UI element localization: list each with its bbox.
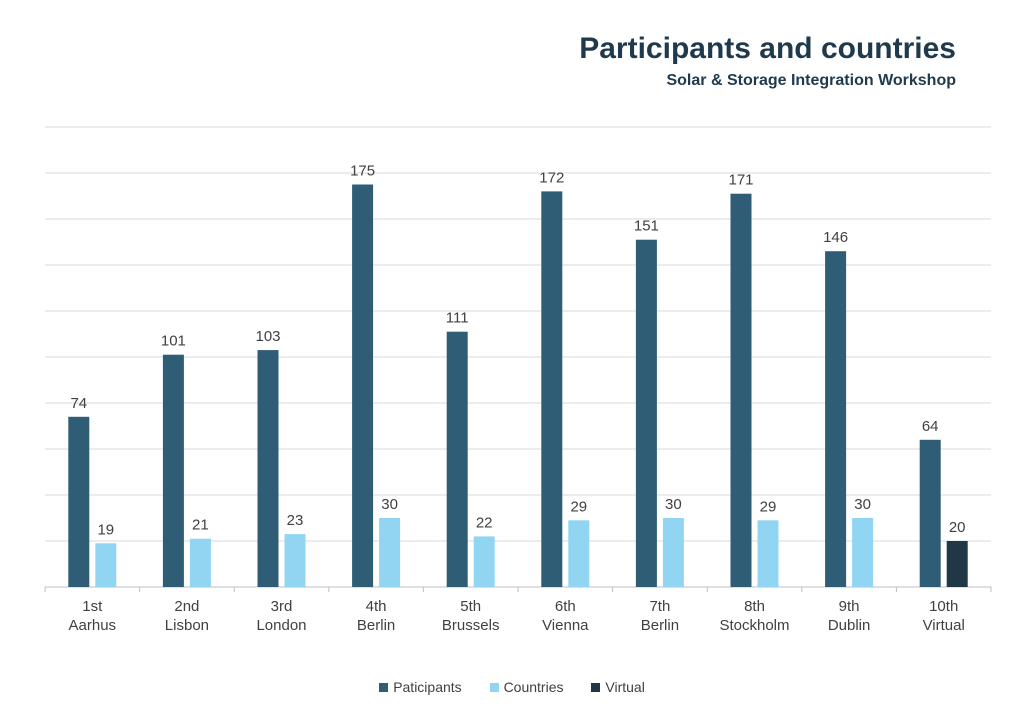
data-label-countries: 29 — [760, 498, 777, 515]
x-tick-label-number: 3rd — [271, 598, 293, 615]
legend-swatch-participants — [379, 683, 389, 692]
data-label-participants: 175 — [350, 163, 375, 180]
x-tick-label-number: 10th — [929, 598, 958, 615]
bar-virtual — [946, 541, 968, 587]
legend-label-participants: Paticipants — [393, 679, 462, 695]
data-label-participants: 64 — [922, 418, 939, 435]
data-label-participants: 103 — [255, 328, 280, 345]
data-label-participants: 146 — [823, 229, 848, 246]
data-label-participants: 171 — [728, 172, 753, 189]
bar-participants — [68, 416, 90, 587]
bar-countries — [473, 536, 495, 587]
bar-participants — [541, 191, 563, 587]
data-label-participants: 111 — [446, 310, 469, 327]
legend-item-participants: Paticipants — [379, 679, 462, 695]
data-label-countries: 30 — [854, 496, 871, 513]
data-label-countries: 19 — [97, 521, 114, 538]
bar-countries — [662, 518, 684, 587]
bar-countries — [284, 534, 306, 587]
bar-countries — [379, 518, 401, 587]
legend-label-virtual: Virtual — [605, 679, 645, 695]
x-tick-label-number: 1st — [82, 598, 103, 615]
bar-participants — [635, 239, 657, 587]
data-label-participants: 151 — [634, 218, 659, 235]
data-label-countries: 30 — [381, 496, 398, 513]
x-tick-label-number: 9th — [839, 598, 860, 615]
x-tick-label-number: 6th — [555, 598, 576, 615]
data-label-countries: 29 — [570, 498, 587, 515]
x-tick-label-number: 4th — [366, 598, 387, 615]
bar-countries — [95, 543, 117, 587]
legend-label-countries: Countries — [503, 679, 564, 695]
data-label-countries: 23 — [287, 512, 304, 529]
x-tick-label-location: Aarhus — [69, 617, 117, 634]
bar-countries — [757, 520, 779, 587]
bar-participants — [730, 193, 752, 587]
data-label-participants: 172 — [539, 169, 564, 186]
x-tick-label-location: Berlin — [641, 617, 679, 634]
x-tick-label-location: Stockholm — [719, 617, 789, 634]
data-label-countries: 21 — [192, 517, 209, 534]
bar-countries — [852, 518, 874, 587]
data-label-countries: 22 — [476, 514, 493, 531]
x-tick-label-location: Dublin — [828, 617, 871, 634]
x-tick-label-number: 2nd — [174, 598, 199, 615]
bar-participants — [162, 354, 184, 587]
chart-subtitle: Solar & Storage Integration Workshop — [666, 72, 956, 89]
legend: Paticipants Countries Virtual — [0, 679, 1024, 695]
x-tick-label-location: Lisbon — [165, 617, 209, 634]
legend-swatch-countries — [489, 683, 499, 692]
legend-item-virtual: Virtual — [591, 679, 645, 695]
x-tick-label-location: Brussels — [442, 617, 500, 634]
bar-participants — [352, 184, 374, 587]
data-label-countries: 30 — [665, 496, 682, 513]
bar-participants — [257, 350, 279, 587]
data-label-participants: 101 — [161, 333, 186, 350]
bar-participants — [919, 439, 941, 587]
chart-title: Participants and countries — [579, 32, 956, 65]
data-label-virtual: 20 — [949, 519, 966, 536]
x-tick-label-number: 8th — [744, 598, 765, 615]
x-tick-label-location: Virtual — [923, 617, 965, 634]
legend-swatch-virtual — [591, 683, 601, 692]
x-tick-label-number: 7th — [649, 598, 670, 615]
x-tick-label-number: 5th — [460, 598, 481, 615]
bar-participants — [825, 251, 847, 587]
x-tick-label-location: London — [256, 617, 306, 634]
legend-item-countries: Countries — [489, 679, 564, 695]
data-label-participants: 74 — [70, 395, 87, 412]
x-tick-label-location: Vienna — [542, 617, 589, 634]
bar-countries — [189, 538, 211, 587]
bar-participants — [446, 331, 468, 587]
bar-countries — [568, 520, 590, 587]
x-tick-label-location: Berlin — [357, 617, 395, 634]
